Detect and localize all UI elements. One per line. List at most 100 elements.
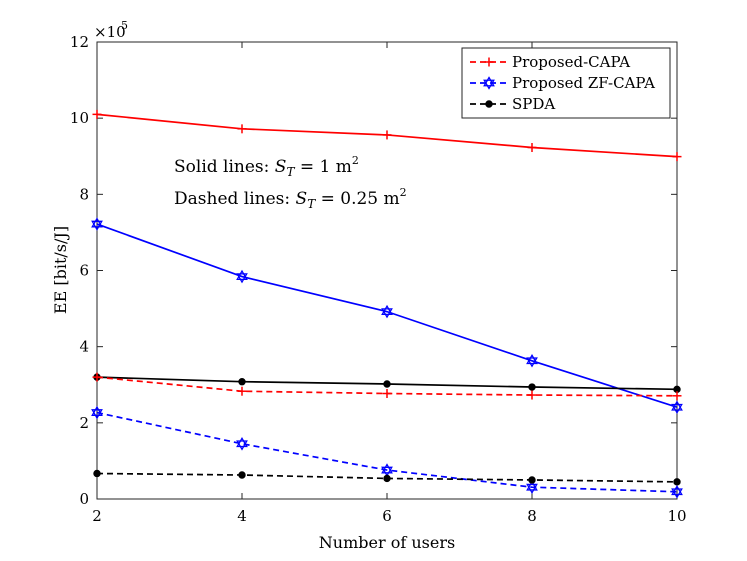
y-multiplier-exponent: 5 — [121, 19, 128, 32]
legend-label: Proposed ZF-CAPA — [512, 74, 655, 92]
marker-tri-b — [381, 466, 393, 477]
series-line — [96, 223, 678, 409]
x-tick-label: 10 — [667, 507, 686, 525]
annotation-solid-prefix: Solid lines: — [174, 157, 275, 177]
annotation-dashed-var: S — [296, 189, 308, 209]
data-point — [92, 109, 102, 119]
marker-tri-a — [526, 353, 538, 365]
data-point — [382, 389, 392, 399]
data-point — [528, 476, 536, 484]
series-2 — [93, 373, 681, 394]
legend: Proposed-CAPA Proposed ZF-CAPA SPDA — [461, 47, 671, 119]
y-tick-label: 10 — [70, 109, 89, 127]
data-point — [381, 463, 393, 477]
annotation-dashed-sup: 2 — [400, 186, 407, 199]
annotation-dashed-prefix: Dashed lines: — [174, 189, 296, 209]
series-line — [96, 411, 678, 493]
x-tick-label: 6 — [382, 507, 392, 525]
annotation-solid-var: S — [275, 157, 287, 177]
marker-tri-b — [671, 488, 683, 499]
data-point — [671, 400, 683, 415]
series-5 — [93, 469, 681, 486]
marker-tri-a — [381, 463, 393, 474]
marker-tri-a — [671, 400, 683, 411]
legend-label: SPDA — [512, 95, 555, 113]
data-point — [526, 480, 538, 494]
data-point — [672, 152, 682, 162]
data-point — [528, 383, 536, 391]
marker-tri-b — [671, 403, 683, 415]
marker-tri-b — [91, 409, 103, 420]
y-tick-label: 2 — [79, 414, 89, 432]
legend-item: Proposed ZF-CAPA — [470, 74, 655, 92]
data-point — [382, 130, 392, 140]
marker-tri-b — [236, 440, 248, 451]
marker-tri-a — [381, 304, 393, 316]
marker-tri-a — [91, 405, 103, 416]
annotation-solid-lines: Solid lines: ST = 1 m2 — [174, 154, 359, 179]
marker-tri-b — [236, 273, 248, 284]
series-3 — [92, 372, 682, 401]
marker-tri-b — [91, 220, 103, 231]
y-tick-label: 0 — [79, 490, 89, 508]
data-point — [673, 478, 681, 486]
data-point — [672, 391, 682, 401]
data-point — [91, 217, 103, 231]
annotation-solid-eq: = 1 m — [294, 157, 351, 177]
data-point — [237, 124, 247, 134]
marker-tri-b — [526, 357, 538, 368]
legend-swatch-marker — [485, 100, 493, 108]
data-point — [383, 474, 391, 483]
data-point — [236, 436, 248, 451]
series-layer — [91, 109, 683, 499]
marker-tri-b — [483, 79, 495, 90]
legend-swatch-marker — [484, 57, 494, 67]
marker-tri-a — [526, 480, 538, 491]
data-point — [93, 469, 101, 478]
annotation-dashed-sub: T — [307, 197, 316, 211]
data-point — [238, 378, 246, 386]
legend-item: Proposed-CAPA — [470, 53, 630, 71]
legend-item: SPDA — [470, 95, 555, 113]
marker-tri-a — [91, 217, 103, 228]
legend-box — [461, 47, 671, 119]
x-axis-label: Number of users — [319, 533, 455, 552]
data-point — [526, 353, 538, 368]
marker-tri-a — [671, 484, 683, 496]
marker-tri-a — [236, 436, 248, 448]
data-point — [383, 380, 391, 388]
annotation-dashed-lines: Dashed lines: ST = 0.25 m2 — [174, 186, 407, 211]
y-tick-label: 4 — [79, 338, 89, 356]
marker-tri-a — [236, 269, 248, 280]
x-tick-label: 2 — [92, 507, 102, 525]
marker-tri-b — [526, 483, 538, 494]
x-tick-label: 8 — [527, 507, 537, 525]
y-tick-label: 12 — [70, 33, 89, 51]
data-point — [671, 484, 683, 499]
data-point — [527, 142, 537, 152]
legend-label: Proposed-CAPA — [512, 53, 630, 71]
data-point — [238, 471, 246, 479]
legend-swatch-marker — [483, 76, 495, 90]
x-tick-label: 4 — [237, 507, 247, 525]
annotation-solid-sup: 2 — [352, 154, 359, 167]
y-multiplier: ×10 5 — [94, 19, 128, 41]
data-point — [236, 269, 248, 284]
data-point — [91, 405, 103, 420]
y-tick-label: 8 — [79, 185, 89, 203]
annotation-dashed-eq: = 0.25 m — [315, 189, 399, 209]
data-point — [92, 372, 102, 382]
marker-tri-a — [483, 76, 495, 87]
series-0 — [92, 109, 682, 162]
annotation-solid-sub: T — [286, 165, 295, 179]
y-multiplier-base: ×10 — [94, 23, 126, 41]
marker-tri-b — [381, 308, 393, 319]
data-point — [381, 304, 393, 319]
data-point — [527, 390, 537, 400]
data-point — [237, 386, 247, 396]
series-4 — [91, 405, 683, 499]
y-axis-label: EE [bit/s/J] — [51, 226, 70, 314]
series-1 — [91, 217, 683, 415]
